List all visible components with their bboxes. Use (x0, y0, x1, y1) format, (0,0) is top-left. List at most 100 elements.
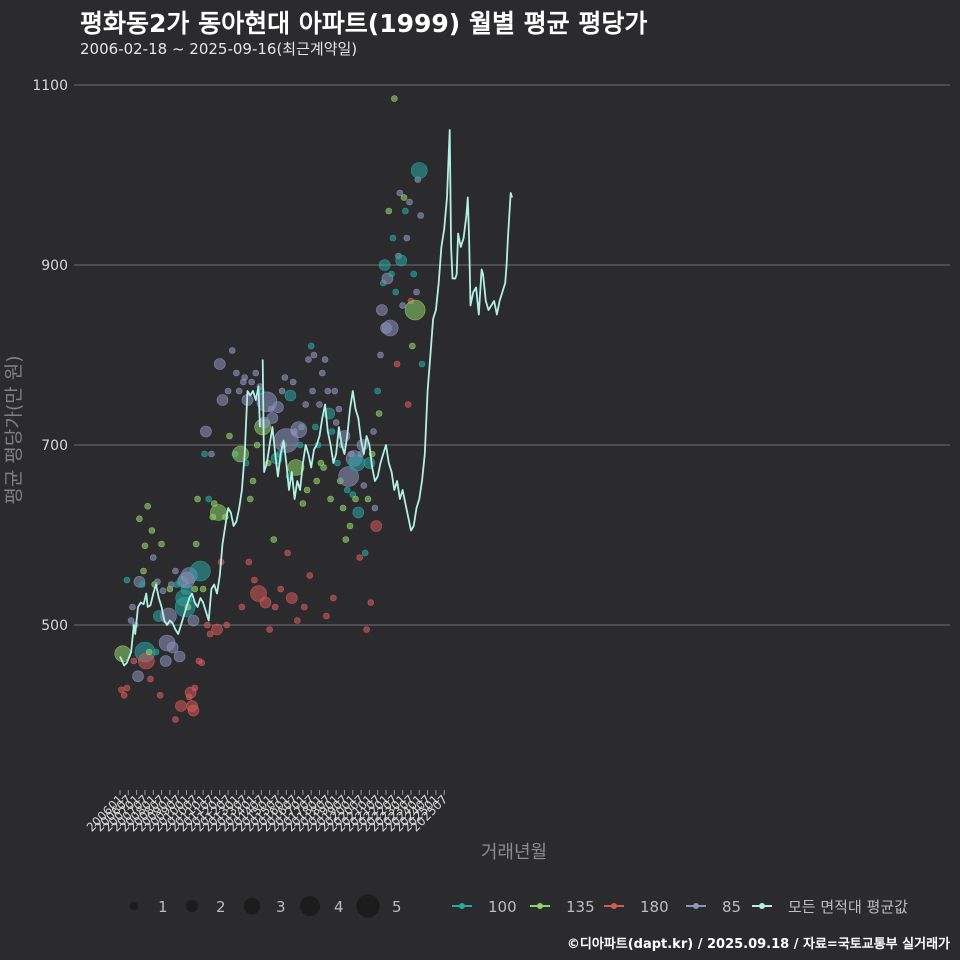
scatter-point (248, 378, 255, 386)
scatter-point (332, 419, 340, 426)
scatter-point (343, 486, 351, 494)
scatter-point (235, 387, 243, 395)
chart-title: 평화동2가 동아현대 아파트(1999) 월별 평균 평당가 (80, 9, 648, 38)
scatter-point (272, 401, 284, 414)
scatter-point (226, 432, 233, 440)
scatter-point (377, 351, 384, 359)
scatter-point (375, 410, 383, 417)
scatter-point (172, 716, 179, 723)
scatter-point (307, 342, 315, 350)
scatter-point (400, 194, 408, 201)
scatter-point (376, 304, 388, 316)
scatter-point (216, 394, 229, 406)
scatter-point (370, 428, 377, 435)
scatter-point (132, 670, 144, 683)
scatter-point (191, 684, 199, 692)
scatter-point (360, 482, 368, 489)
scatter-point (205, 495, 212, 503)
scatter-point (367, 599, 375, 606)
scatter-point (191, 585, 199, 593)
scatter-point (175, 700, 187, 712)
scatter-point (270, 536, 278, 543)
scatter-point (246, 495, 254, 503)
scatter-point (418, 360, 426, 368)
scatter-point (208, 450, 215, 458)
scatter-point (409, 342, 416, 350)
scatter-point (364, 495, 372, 503)
scatter-point (321, 356, 329, 363)
scatter-point (158, 540, 165, 548)
scatter-point (200, 425, 212, 438)
scatter-point (402, 207, 409, 215)
scatter-point (149, 554, 157, 561)
average-line-layer (119, 129, 513, 667)
scatter-point (361, 549, 369, 557)
scatter-point (352, 506, 365, 519)
scatter-point (385, 207, 393, 215)
scatter-point (327, 495, 334, 503)
scatter-point (356, 554, 363, 561)
scatter-point (331, 387, 339, 395)
scatter-point (167, 581, 175, 588)
scatter-point (173, 650, 186, 663)
axes-layer: 평균 평당가(만 원) 거래년월 50070090011002006012006… (3, 78, 547, 863)
scatter-point (194, 495, 201, 503)
size-legend-label: 1 (158, 898, 168, 916)
color-legend-dot (693, 903, 699, 909)
scatter-point (277, 585, 285, 593)
scatter-point (241, 374, 248, 381)
scatter-point (338, 466, 359, 487)
scatter-point (318, 369, 326, 377)
scatter-point (294, 617, 301, 624)
color-legend-dot (611, 903, 617, 909)
scatter-point (206, 630, 214, 638)
scatter-point (334, 459, 341, 467)
scatter-point (406, 198, 413, 206)
scatter-point (252, 369, 260, 377)
scatter-point (396, 189, 404, 197)
scatter-point (249, 477, 257, 485)
scatter-point (152, 648, 160, 656)
scatter-point (154, 578, 161, 586)
scatter-point (404, 401, 412, 408)
grid-lines (74, 84, 950, 626)
size-legend-label: 3 (276, 898, 286, 916)
scatter-point (211, 623, 223, 636)
scatter-point (316, 401, 323, 408)
scatter-point (141, 542, 149, 550)
scatter-point (342, 536, 350, 543)
scatter-point (159, 655, 172, 667)
color-legend-label: 모든 면적대 평균값 (788, 898, 908, 916)
scatter-point (328, 428, 336, 435)
scatter-point (296, 441, 304, 449)
scatter-point (278, 387, 286, 395)
scatter-point (148, 527, 156, 534)
scatter-point (391, 95, 398, 102)
scatter-point (144, 502, 152, 510)
y-tick-label: 500 (41, 618, 68, 634)
scatter-point (298, 423, 305, 431)
scatter-point (187, 614, 200, 627)
scatter-point (374, 387, 382, 395)
scatter-point (410, 270, 418, 278)
scatter-point (266, 626, 273, 633)
size-legend-key (356, 894, 380, 918)
scatter-point (313, 477, 321, 485)
scatter-point (118, 686, 125, 694)
scatter-point (213, 358, 226, 370)
y-tick-label: 900 (41, 258, 68, 274)
scatter-point (417, 212, 424, 219)
size-legend-label: 4 (334, 898, 344, 916)
scatter-point (352, 495, 359, 503)
scatter-point (323, 612, 330, 620)
scatter-point (123, 576, 131, 584)
scatter-layer (114, 95, 428, 723)
scatter-point (371, 504, 379, 512)
scatter-point (404, 299, 426, 321)
scatter-point (281, 374, 289, 381)
size-legend-label: 2 (216, 898, 226, 916)
scatter-point (172, 567, 179, 575)
scatter-point (330, 594, 337, 602)
scatter-point (140, 567, 147, 575)
